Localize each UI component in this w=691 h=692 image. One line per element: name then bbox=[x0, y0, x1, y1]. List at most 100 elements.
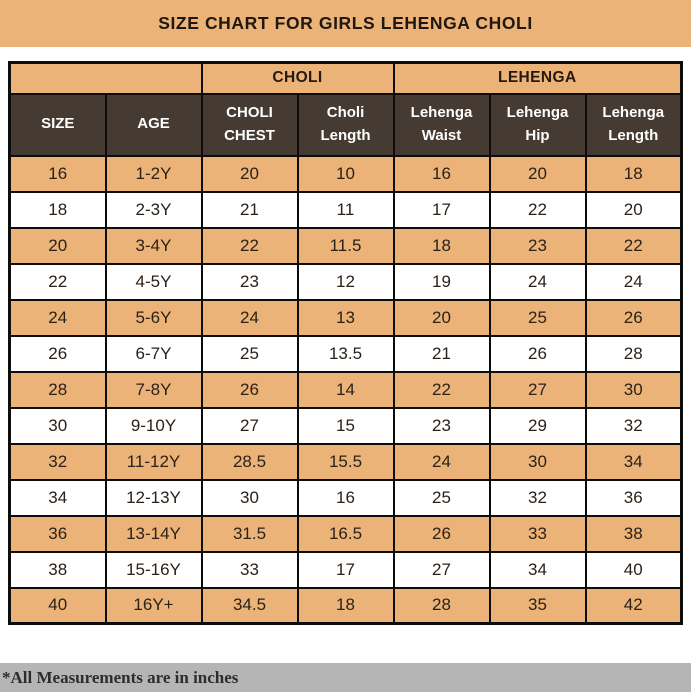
group-header-empty bbox=[8, 61, 203, 95]
table-cell: 17 bbox=[392, 190, 491, 229]
column-header-age: AGE bbox=[104, 92, 203, 157]
table-cell: 36 bbox=[8, 514, 107, 553]
table-cell: 22 bbox=[200, 226, 299, 265]
table-cell: 26 bbox=[8, 334, 107, 373]
table-cell: 15 bbox=[296, 406, 395, 445]
table-cell: 38 bbox=[584, 514, 683, 553]
table-row: 18 2-3Y 21 11 17 22 20 bbox=[8, 190, 683, 229]
table-cell: 40 bbox=[584, 550, 683, 589]
table-row: 28 7-8Y 26 14 22 27 30 bbox=[8, 370, 683, 409]
table-cell: 18 bbox=[392, 226, 491, 265]
table-cell: 4-5Y bbox=[104, 262, 203, 301]
table-cell: 24 bbox=[392, 442, 491, 481]
table-row: 36 13-14Y 31.5 16.5 26 33 38 bbox=[8, 514, 683, 553]
table-cell: 14 bbox=[296, 370, 395, 409]
table-cell: 15-16Y bbox=[104, 550, 203, 589]
table-cell: 28.5 bbox=[200, 442, 299, 481]
title-banner: SIZE CHART FOR GIRLS LEHENGA CHOLI bbox=[0, 0, 691, 47]
table-cell: 30 bbox=[488, 442, 587, 481]
table-row: 24 5-6Y 24 13 20 25 26 bbox=[8, 298, 683, 337]
table-cell: 25 bbox=[200, 334, 299, 373]
table-row: 22 4-5Y 23 12 19 24 24 bbox=[8, 262, 683, 301]
table-cell: 16.5 bbox=[296, 514, 395, 553]
table-cell: 13 bbox=[296, 298, 395, 337]
table-cell: 21 bbox=[200, 190, 299, 229]
table-container: CHOLI LEHENGA SIZE AGE CHOLI CHEST Choli… bbox=[8, 61, 683, 625]
column-header-lehenga-length: Lehenga Length bbox=[584, 92, 683, 157]
table-cell: 2-3Y bbox=[104, 190, 203, 229]
group-header-choli: CHOLI bbox=[200, 61, 395, 95]
table-cell: 13-14Y bbox=[104, 514, 203, 553]
table-cell: 32 bbox=[488, 478, 587, 517]
table-cell: 30 bbox=[584, 370, 683, 409]
table-cell: 1-2Y bbox=[104, 154, 203, 193]
table-cell: 18 bbox=[584, 154, 683, 193]
column-header-row: SIZE AGE CHOLI CHEST Choli Length Leheng… bbox=[8, 92, 683, 157]
table-cell: 35 bbox=[488, 586, 587, 625]
table-cell: 16 bbox=[296, 478, 395, 517]
table-cell: 32 bbox=[8, 442, 107, 481]
table-cell: 18 bbox=[8, 190, 107, 229]
table-cell: 20 bbox=[392, 298, 491, 337]
table-cell: 34 bbox=[8, 478, 107, 517]
table-cell: 28 bbox=[392, 586, 491, 625]
table-cell: 16 bbox=[392, 154, 491, 193]
table-cell: 34 bbox=[584, 442, 683, 481]
table-cell: 29 bbox=[488, 406, 587, 445]
table-head: CHOLI LEHENGA SIZE AGE CHOLI CHEST Choli… bbox=[8, 61, 683, 157]
table-cell: 33 bbox=[200, 550, 299, 589]
table-cell: 22 bbox=[584, 226, 683, 265]
table-cell: 20 bbox=[488, 154, 587, 193]
table-cell: 32 bbox=[584, 406, 683, 445]
table-cell: 24 bbox=[8, 298, 107, 337]
column-header-choli-chest: CHOLI CHEST bbox=[200, 92, 299, 157]
table-cell: 22 bbox=[392, 370, 491, 409]
size-table-body: 16 1-2Y 20 10 16 20 18 18 2-3Y 21 11 17 22 20 20 3-4Y 22… bbox=[8, 154, 683, 625]
table-row: 30 9-10Y 27 15 23 29 32 bbox=[8, 406, 683, 445]
table-cell: 23 bbox=[200, 262, 299, 301]
table-row: 20 3-4Y 22 11.5 18 23 22 bbox=[8, 226, 683, 265]
table-cell: 19 bbox=[392, 262, 491, 301]
table-cell: 16Y+ bbox=[104, 586, 203, 625]
group-header-lehenga: LEHENGA bbox=[392, 61, 683, 95]
table-cell: 15.5 bbox=[296, 442, 395, 481]
table-cell: 17 bbox=[296, 550, 395, 589]
table-cell: 27 bbox=[200, 406, 299, 445]
table-cell: 30 bbox=[200, 478, 299, 517]
table-cell: 33 bbox=[488, 514, 587, 553]
table-cell: 25 bbox=[488, 298, 587, 337]
table-row: 26 6-7Y 25 13.5 21 26 28 bbox=[8, 334, 683, 373]
footnote-bar: *All Measurements are in inches bbox=[0, 663, 691, 692]
table-cell: 24 bbox=[200, 298, 299, 337]
table-cell: 10 bbox=[296, 154, 395, 193]
table-cell: 26 bbox=[392, 514, 491, 553]
table-cell: 20 bbox=[8, 226, 107, 265]
table-cell: 26 bbox=[200, 370, 299, 409]
table-cell: 24 bbox=[584, 262, 683, 301]
table-cell: 20 bbox=[584, 190, 683, 229]
table-cell: 22 bbox=[8, 262, 107, 301]
table-cell: 42 bbox=[584, 586, 683, 625]
table-cell: 11 bbox=[296, 190, 395, 229]
table-cell: 26 bbox=[488, 334, 587, 373]
table-cell: 9-10Y bbox=[104, 406, 203, 445]
group-header-row: CHOLI LEHENGA bbox=[8, 61, 683, 95]
table-row: 34 12-13Y 30 16 25 32 36 bbox=[8, 478, 683, 517]
table-cell: 5-6Y bbox=[104, 298, 203, 337]
table-row: 38 15-16Y 33 17 27 34 40 bbox=[8, 550, 683, 589]
table-cell: 36 bbox=[584, 478, 683, 517]
footnote-text: *All Measurements are in inches bbox=[2, 667, 239, 687]
table-cell: 28 bbox=[584, 334, 683, 373]
table-cell: 23 bbox=[488, 226, 587, 265]
table-row: 16 1-2Y 20 10 16 20 18 bbox=[8, 154, 683, 193]
table-cell: 24 bbox=[488, 262, 587, 301]
table-cell: 21 bbox=[392, 334, 491, 373]
column-header-size: SIZE bbox=[8, 92, 107, 157]
table-cell: 7-8Y bbox=[104, 370, 203, 409]
page-title: SIZE CHART FOR GIRLS LEHENGA CHOLI bbox=[158, 13, 533, 33]
table-cell: 38 bbox=[8, 550, 107, 589]
table-cell: 12 bbox=[296, 262, 395, 301]
table-cell: 30 bbox=[8, 406, 107, 445]
size-chart-table: CHOLI LEHENGA SIZE AGE CHOLI CHEST Choli… bbox=[8, 61, 683, 625]
